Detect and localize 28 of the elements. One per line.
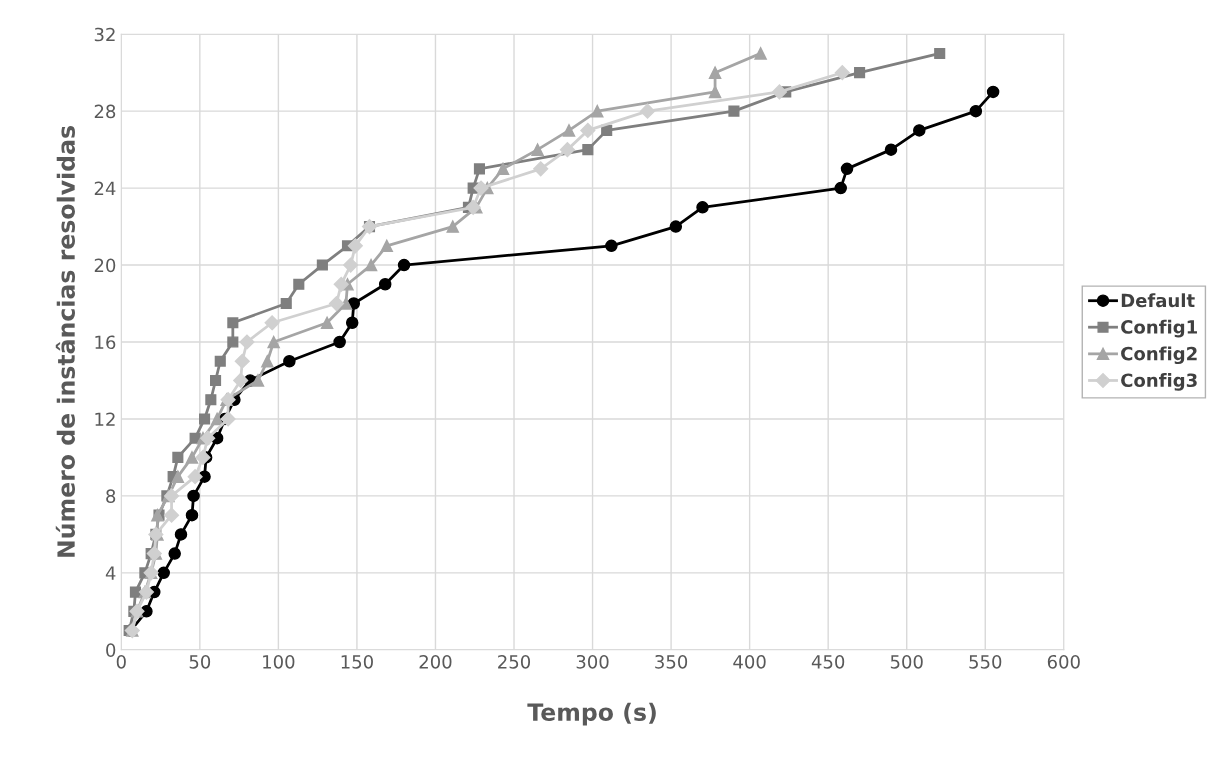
y-tick-label: 16 [95,335,116,350]
y-axis-title: Número de instâncias resolvidas [55,126,75,557]
y-tick-label: 20 [94,258,116,273]
x-axis-title: Tempo (s) [527,702,656,726]
x-tick-label: 200 [419,654,452,669]
legend-label: Config3 [1121,373,1197,391]
y-tick-label: 0 [106,643,116,657]
x-tick-label: 550 [969,654,1002,669]
x-tick-label: 600 [1047,654,1080,669]
x-tick-label: 500 [890,654,923,669]
legend-label: Config1 [1121,319,1197,338]
x-tick-label: 50 [189,654,211,669]
x-tick-label: 100 [263,654,295,669]
x-tick-label: 0 [116,654,126,669]
x-tick-label: 400 [733,654,766,669]
y-tick-label: 12 [95,412,115,426]
x-tick-label: 350 [655,654,688,669]
x-tick-label: 300 [576,654,609,669]
legend-label: Default [1121,293,1195,308]
x-tick-label: 150 [341,654,373,669]
y-tick-label: 28 [94,104,116,119]
x-tick-label: 250 [498,654,531,669]
y-tick-label: 8 [106,489,116,504]
y-tick-label: 24 [94,181,116,195]
x-tick-label: 450 [811,654,845,669]
y-tick-label: 4 [105,566,116,580]
legend-label: Config2 [1121,346,1197,365]
y-tick-label: 32 [94,27,115,42]
